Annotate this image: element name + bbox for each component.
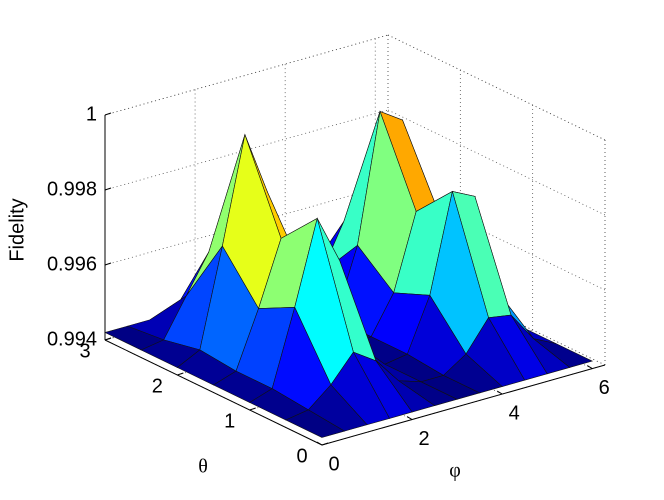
y-tick-label: 1: [224, 410, 235, 432]
y-tick: [104, 337, 112, 341]
x-tick: [406, 416, 413, 420]
x-tick: [586, 365, 593, 370]
x-tick-label: 2: [419, 428, 430, 450]
y-axis: [104, 339, 323, 446]
z-tick-label: 0.996: [47, 253, 97, 275]
y-tick-label: 0: [296, 445, 307, 467]
x-tick-label: 4: [509, 402, 520, 424]
z-tick: [104, 112, 112, 116]
x-tick: [316, 441, 323, 446]
x-axis: [321, 364, 606, 446]
y-tick: [249, 407, 256, 411]
z-tick-label: 1: [86, 103, 97, 125]
x-tick-label: 6: [599, 377, 610, 399]
x-axis-label: φ: [449, 460, 461, 482]
x-tick-label: 0: [328, 453, 339, 475]
z-tick-label: 0.998: [47, 178, 97, 200]
y-tick-label: 3: [79, 340, 90, 362]
z-tick: [104, 187, 112, 191]
grid-line: [387, 109, 606, 216]
x-tick: [496, 390, 503, 395]
y-axis-label: θ: [198, 456, 208, 478]
surface-patch: [285, 409, 346, 438]
z-tick-label: 0.994: [47, 328, 97, 350]
z-axis-label: Fidelity: [6, 198, 28, 261]
z-tick: [104, 262, 112, 266]
y-tick: [321, 442, 329, 446]
y-tick-label: 2: [152, 375, 163, 397]
grid-line: [104, 34, 389, 116]
grid-line: [387, 34, 606, 141]
y-tick: [177, 372, 184, 376]
